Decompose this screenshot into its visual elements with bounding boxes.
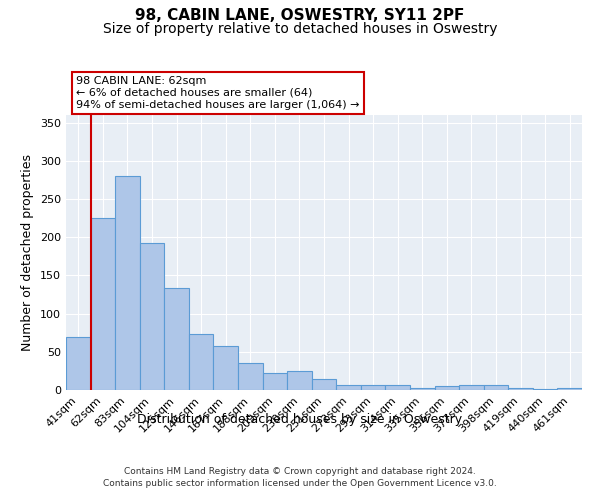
Bar (164, 288, 189, 390)
Text: 98, CABIN LANE, OSWESTRY, SY11 2PF: 98, CABIN LANE, OSWESTRY, SY11 2PF (136, 8, 464, 22)
Bar (238, 364, 263, 390)
Bar (557, 388, 582, 390)
Bar (91, 218, 115, 390)
Bar (434, 386, 459, 390)
Text: 98 CABIN LANE: 62sqm
← 6% of detached houses are smaller (64)
94% of semi-detach: 98 CABIN LANE: 62sqm ← 6% of detached ho… (76, 76, 360, 110)
Bar (361, 386, 385, 390)
Bar (336, 384, 361, 390)
Bar (508, 388, 533, 390)
Bar (189, 334, 214, 390)
Bar (115, 176, 140, 390)
Text: Contains HM Land Registry data © Crown copyright and database right 2024.: Contains HM Land Registry data © Crown c… (124, 468, 476, 476)
Bar (459, 386, 484, 390)
Bar (484, 384, 508, 390)
Text: Contains public sector information licensed under the Open Government Licence v3: Contains public sector information licen… (103, 479, 497, 488)
Bar (214, 346, 238, 390)
Bar (312, 380, 336, 390)
Bar (533, 389, 557, 390)
Bar (385, 384, 410, 390)
Text: Distribution of detached houses by size in Oswestry: Distribution of detached houses by size … (137, 412, 463, 426)
Text: Size of property relative to detached houses in Oswestry: Size of property relative to detached ho… (103, 22, 497, 36)
Y-axis label: Number of detached properties: Number of detached properties (22, 154, 34, 351)
Bar (140, 242, 164, 390)
Bar (287, 371, 312, 390)
Bar (263, 373, 287, 390)
Bar (66, 336, 91, 390)
Bar (410, 388, 434, 390)
